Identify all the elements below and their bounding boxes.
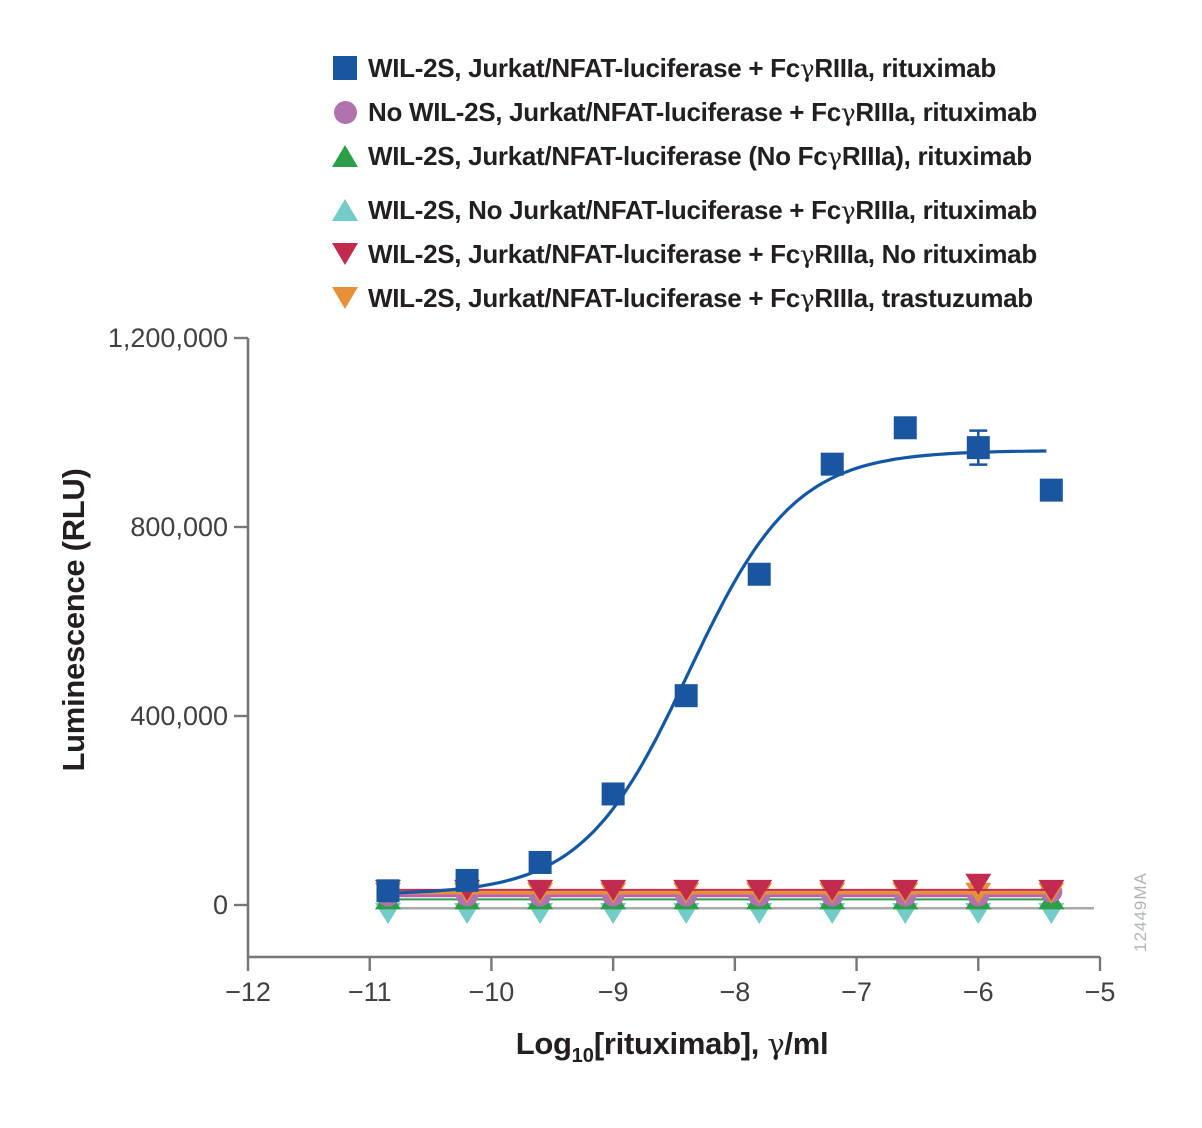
y-tick-label: 800,000 xyxy=(130,512,228,542)
legend-item: WIL-2S, Jurkat/NFAT-luciferase (No FcγRI… xyxy=(331,134,1037,178)
data-point xyxy=(1038,879,1065,901)
series-0 xyxy=(376,416,1063,903)
data-point xyxy=(819,879,846,901)
triangle-down-marker-icon xyxy=(331,243,359,265)
x-axis-title-log: Log xyxy=(515,1026,572,1061)
x-tick-label: −11 xyxy=(348,977,392,1007)
x-tick-label: −10 xyxy=(469,977,515,1007)
triangle-down-marker-icon xyxy=(331,287,359,309)
x-axis-title-unit: /ml xyxy=(784,1026,829,1061)
x-tick-label: −8 xyxy=(719,977,750,1007)
legend-item-label: No WIL-2S, Jurkat/NFAT-luciferase + FcγR… xyxy=(368,96,1037,127)
legend-item-label: WIL-2S, Jurkat/NFAT-luciferase (No FcγRI… xyxy=(368,140,1032,171)
legend-item-label: WIL-2S, Jurkat/NFAT-luciferase + FcγRIII… xyxy=(368,282,1033,313)
gamma-symbol: γ xyxy=(799,239,815,269)
data-point xyxy=(1039,478,1063,502)
gamma-symbol: γ xyxy=(799,283,815,313)
gamma-symbol: γ xyxy=(767,1027,785,1061)
y-tick-label: 400,000 xyxy=(130,701,228,731)
data-point xyxy=(820,452,844,476)
gamma-symbol: γ xyxy=(840,97,856,127)
data-point xyxy=(746,879,773,901)
data-point xyxy=(528,850,552,874)
data-point xyxy=(674,684,698,708)
y-tick-label: 0 xyxy=(213,890,228,920)
legend-item: No WIL-2S, Jurkat/NFAT-luciferase + FcγR… xyxy=(331,90,1037,134)
x-tick-label: −9 xyxy=(598,977,629,1007)
y-tick-label: 1,200,000 xyxy=(108,323,228,353)
circle-marker-icon xyxy=(331,100,359,124)
x-axis-title: Log10[rituximab], γ/ml xyxy=(516,1026,829,1068)
data-point xyxy=(892,879,919,901)
legend-item: WIL-2S, Jurkat/NFAT-luciferase + FcγRIII… xyxy=(331,46,1037,90)
y-axis-title: Luminescence (RLU) xyxy=(56,468,91,772)
x-axis-title-mid: [rituximab], xyxy=(593,1026,768,1061)
axes: 0 400,000 800,000 1,200,000 −12 −11 −10 −9 −8 −7 −… xyxy=(108,323,1116,1007)
fitted-curve xyxy=(384,449,1047,895)
data-point xyxy=(527,879,554,901)
legend-item: WIL-2S, Jurkat/NFAT-luciferase + FcγRIII… xyxy=(331,276,1037,320)
data-point xyxy=(600,879,627,901)
x-axis-title-subscript: 10 xyxy=(571,1045,594,1067)
legend-item-label: WIL-2S, No Jurkat/NFAT-luciferase + FcγR… xyxy=(368,194,1037,225)
watermark-part-number: 12449MA xyxy=(1131,872,1150,952)
x-tick-label: −12 xyxy=(225,977,271,1007)
data-point xyxy=(893,416,917,440)
gamma-symbol: γ xyxy=(840,195,856,225)
data-point xyxy=(966,436,990,460)
data-point xyxy=(376,879,400,903)
gamma-symbol: γ xyxy=(799,53,815,83)
x-tick-label: −7 xyxy=(841,977,872,1007)
gamma-symbol: γ xyxy=(827,141,842,171)
data-point xyxy=(747,562,771,586)
data-point xyxy=(601,782,625,806)
x-tick-label: −5 xyxy=(1085,977,1116,1007)
legend: WIL-2S, Jurkat/NFAT-luciferase + FcγRIII… xyxy=(331,46,1037,320)
x-tick-label: −6 xyxy=(963,977,994,1007)
triangle-up-marker-icon xyxy=(331,199,359,221)
square-marker-icon xyxy=(331,56,359,80)
data-point xyxy=(673,879,700,901)
legend-item: WIL-2S, Jurkat/NFAT-luciferase + FcγRIII… xyxy=(331,232,1037,276)
triangle-up-marker-icon xyxy=(331,145,359,167)
data-point xyxy=(455,868,479,892)
legend-item-label: WIL-2S, Jurkat/NFAT-luciferase + FcγRIII… xyxy=(368,238,1037,269)
legend-item: WIL-2S, No Jurkat/NFAT-luciferase + FcγR… xyxy=(331,188,1037,232)
data-point xyxy=(965,873,992,895)
legend-item-label: WIL-2S, Jurkat/NFAT-luciferase + FcγRIII… xyxy=(368,52,996,83)
